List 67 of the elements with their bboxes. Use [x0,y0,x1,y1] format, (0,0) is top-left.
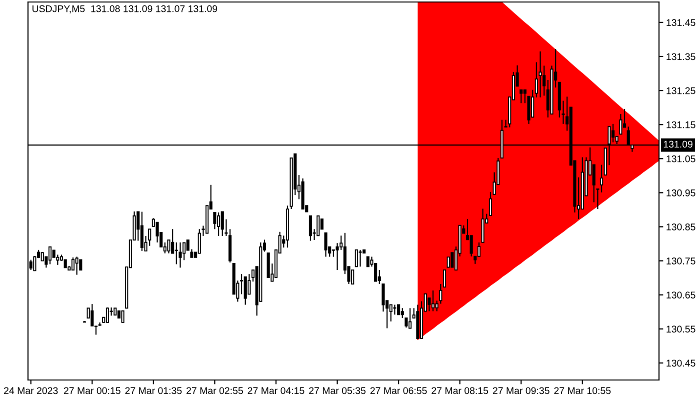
candlestick [106,306,110,324]
candlestick [612,123,615,143]
x-tick-label: 27 Mar 08:15 [432,387,488,394]
candlestick [408,308,412,329]
candlestick [140,211,144,252]
candlestick [481,208,484,243]
candlestick [351,270,354,284]
candlestick [56,254,60,266]
candlestick [171,228,174,254]
candlestick [366,256,370,268]
candlestick [75,256,78,276]
candlestick [520,89,523,104]
x-tick-label: 27 Mar 10:55 [554,387,611,394]
x-tick-label: 27 Mar 05:35 [309,387,366,394]
x-tick-label: 27 Mar 02:55 [186,387,243,394]
candlestick [308,215,312,242]
y-tick-label: 130.95 [666,189,696,196]
candlestick [431,290,435,312]
candlestick [358,249,362,268]
candlestick [393,304,396,316]
candlestick [48,246,52,265]
x-tick-label: 24 Mar 2023 [4,387,58,394]
candlestick [178,242,182,268]
y-tick-label: 130.75 [666,258,696,264]
candlestick [531,89,534,118]
y-tick-label: 131.05 [666,155,696,162]
candlestick [354,249,358,268]
candlestick [316,215,320,236]
candlestick [248,274,251,295]
candlestick [470,235,473,257]
x-tick-label: 27 Mar 09:35 [492,387,550,394]
ref-line-label: 131.09 [664,140,692,148]
candlestick [389,304,392,322]
candlestick [244,276,247,306]
candlestick [186,240,190,251]
y-tick-label: 131.25 [666,87,696,94]
y-tick-label: 130.45 [666,360,696,367]
candlestick [397,304,400,316]
y-tick-label: 131.35 [666,53,696,60]
candlestick [488,191,492,216]
candlestick [174,242,178,265]
candlestick [442,270,446,288]
candlestick [217,212,220,237]
y-tick-label: 130.85 [666,223,696,230]
y-tick-label: 130.55 [666,326,696,333]
candlestick [324,232,328,258]
candlestick [428,297,431,312]
candlestick [33,255,36,272]
candlestick [121,310,124,323]
candlestick [477,242,481,257]
y-tick-label: 131.15 [666,121,696,128]
y-tick-label: 130.65 [666,292,696,298]
candlestick [450,252,454,268]
x-tick-label: 27 Mar 04:15 [248,387,304,394]
x-tick-label: 27 Mar 06:55 [370,387,427,394]
candlestick [538,50,542,98]
x-tick-label: 27 Mar 00:15 [64,387,120,394]
candlestick [592,164,596,203]
y-tick-label: 131.45 [666,19,696,26]
chart-title: USDJPY,M5 131.08 131.09 131.07 131.09 [32,5,218,14]
candlestick [619,113,622,135]
candlestick [90,304,94,326]
candlestick [220,211,224,237]
candlestick [198,228,201,254]
candlestick [71,256,75,271]
x-tick-label: 27 Mar 01:35 [125,387,182,394]
candlestick [600,164,604,193]
